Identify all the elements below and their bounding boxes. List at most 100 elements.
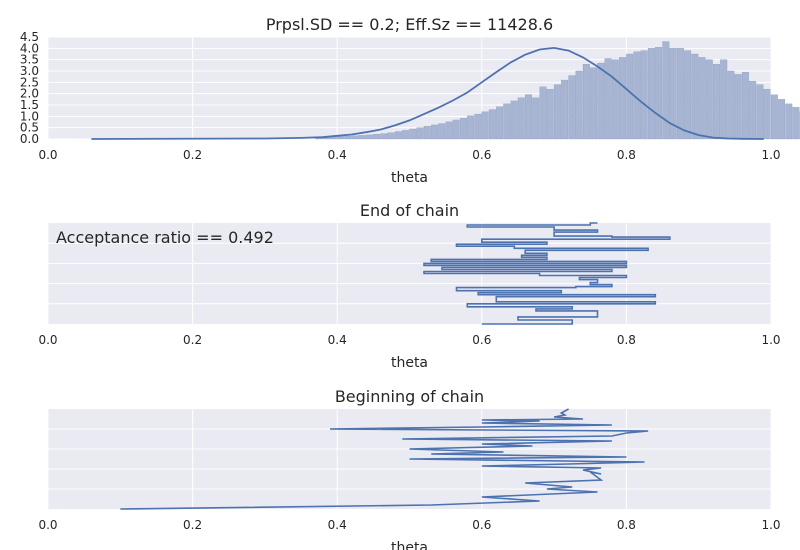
- y-tick-label: 3.5: [20, 53, 39, 67]
- end-of-chain-x-axis-label: theta: [391, 355, 428, 371]
- beginning-of-chain-x-axis-label: theta: [391, 540, 428, 550]
- histogram-y-ticks: 0.00.51.01.52.02.53.03.54.04.5: [20, 30, 39, 146]
- histogram-bar: [741, 71, 749, 140]
- end-of-chain-marks: [423, 222, 671, 325]
- histogram-bar: [582, 64, 590, 140]
- histogram-bar: [380, 133, 388, 140]
- y-tick-label: 0.0: [20, 132, 39, 146]
- histogram-bar: [517, 97, 525, 140]
- y-tick-label: 2.0: [20, 87, 39, 101]
- histogram-bar: [409, 128, 417, 140]
- end-of-chain-title: End of chain: [360, 201, 459, 220]
- histogram-bar: [749, 81, 757, 140]
- x-tick-label: 0.4: [328, 518, 347, 532]
- histogram-bar: [770, 94, 778, 140]
- x-tick-label: 0.6: [472, 148, 491, 162]
- histogram-bar: [503, 103, 511, 140]
- chain-trace-line: [423, 222, 671, 325]
- y-tick-label: 2.5: [20, 75, 39, 89]
- x-tick-label: 0.8: [617, 148, 636, 162]
- x-tick-label: 0.2: [183, 333, 202, 347]
- x-tick-label: 0.8: [617, 518, 636, 532]
- histogram-bar: [691, 53, 699, 140]
- beginning-of-chain-x-ticks: 0.0 0.2 0.4 0.6 0.8 1.0: [38, 518, 780, 532]
- x-tick-label: 0.8: [617, 333, 636, 347]
- histogram-bar: [496, 106, 504, 140]
- histogram-bar: [647, 48, 655, 140]
- histogram-bar: [698, 57, 706, 140]
- histogram-bar: [568, 75, 576, 140]
- end-of-chain-x-ticks: 0.0 0.2 0.4 0.6 0.8 1.0: [38, 333, 780, 347]
- x-tick-label: 1.0: [761, 148, 780, 162]
- x-tick-label: 0.2: [183, 148, 202, 162]
- acceptance-ratio-annotation: Acceptance ratio == 0.492: [56, 228, 274, 247]
- histogram-bar: [525, 94, 532, 140]
- x-tick-label: 0.0: [38, 518, 57, 532]
- histogram-bar: [481, 111, 489, 140]
- histogram-x-axis-label: theta: [391, 170, 428, 186]
- density-curve: [91, 46, 764, 140]
- histogram-bar: [423, 126, 431, 140]
- histogram-bar: [452, 119, 460, 140]
- histogram-bar: [510, 100, 518, 140]
- histogram-bar: [373, 134, 381, 140]
- histogram-bar: [351, 135, 359, 140]
- histogram-bar: [792, 107, 800, 140]
- histogram-bar: [532, 97, 540, 140]
- histogram-bar: [344, 136, 352, 140]
- histogram-bar: [546, 88, 554, 140]
- beginning-of-chain-title: Beginning of chain: [335, 387, 484, 406]
- histogram-bar: [713, 64, 720, 140]
- histogram-bar: [684, 50, 692, 140]
- histogram-bar: [459, 117, 467, 140]
- histogram-bar: [734, 74, 742, 140]
- histogram-bar: [705, 59, 713, 140]
- histogram-bar: [727, 70, 735, 140]
- histogram-bar: [467, 115, 475, 140]
- x-tick-label: 0.0: [38, 148, 57, 162]
- x-tick-label: 0.2: [183, 518, 202, 532]
- beginning-of-chain-panel: Beginning of chain theta 0.0 0.2 0.4 0.6 0.8…: [38, 387, 780, 550]
- histogram-bar: [561, 79, 569, 140]
- histogram-bar: [402, 130, 410, 140]
- histogram-bar: [619, 57, 626, 140]
- histogram-bar: [553, 84, 561, 140]
- histogram-bar: [597, 62, 605, 140]
- x-tick-label: 1.0: [761, 333, 780, 347]
- histogram-bar: [438, 123, 446, 140]
- y-tick-label: 4.5: [20, 30, 39, 44]
- y-tick-label: 4.0: [20, 41, 39, 55]
- histogram-bar: [655, 47, 663, 140]
- histogram-bar: [488, 109, 496, 140]
- histogram-panel: Prpsl.SD == 0.2; Eff.Sz == 11428.6 theta…: [20, 15, 800, 186]
- histogram-bar: [575, 70, 583, 140]
- y-tick-label: 1.5: [20, 98, 39, 112]
- histogram-bar: [669, 48, 677, 140]
- x-tick-label: 0.4: [328, 148, 347, 162]
- histogram-bar: [358, 135, 366, 140]
- y-tick-label: 0.5: [20, 121, 39, 135]
- histogram-title: Prpsl.SD == 0.2; Eff.Sz == 11428.6: [266, 15, 553, 34]
- x-tick-label: 0.0: [38, 333, 57, 347]
- histogram-bar: [474, 113, 482, 140]
- histogram-bar: [365, 134, 373, 140]
- end-of-chain-panel: End of chain Acceptance ratio == 0.492 t…: [38, 201, 780, 371]
- histogram-bar: [626, 53, 634, 140]
- x-tick-label: 0.6: [472, 518, 491, 532]
- histogram-bar: [394, 131, 402, 140]
- histogram-marks: [91, 41, 800, 140]
- x-tick-label: 0.4: [328, 333, 347, 347]
- histogram-bar: [676, 48, 684, 140]
- y-tick-label: 3.0: [20, 64, 39, 78]
- histogram-bar: [640, 50, 648, 140]
- histogram-bar: [539, 86, 547, 140]
- chain-trace-line: [120, 408, 649, 510]
- histogram-bar: [387, 132, 395, 140]
- x-tick-label: 1.0: [761, 518, 780, 532]
- histogram-bar: [431, 124, 438, 140]
- histogram-bar: [337, 136, 344, 140]
- beginning-of-chain-marks: [120, 408, 649, 510]
- histogram-bar: [756, 84, 764, 140]
- histogram-bar: [720, 59, 728, 140]
